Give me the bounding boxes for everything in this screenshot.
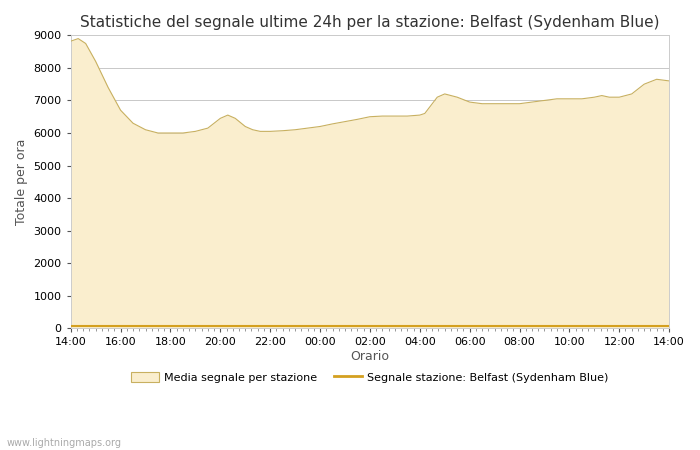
Y-axis label: Totale per ora: Totale per ora (15, 139, 28, 225)
X-axis label: Orario: Orario (351, 350, 389, 363)
Title: Statistiche del segnale ultime 24h per la stazione: Belfast (Sydenham Blue): Statistiche del segnale ultime 24h per l… (80, 15, 659, 30)
Text: www.lightningmaps.org: www.lightningmaps.org (7, 438, 122, 448)
Legend: Media segnale per stazione, Segnale stazione: Belfast (Sydenham Blue): Media segnale per stazione, Segnale staz… (127, 368, 613, 387)
